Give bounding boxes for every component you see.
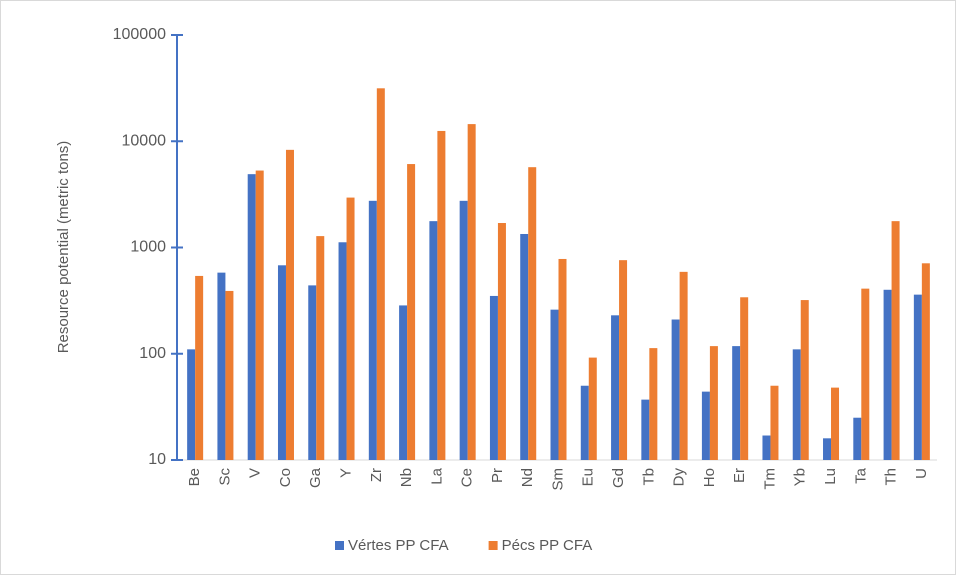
bar <box>831 387 840 460</box>
bar <box>316 236 325 460</box>
bar <box>338 242 347 460</box>
x-tick-label: Ho <box>701 468 718 487</box>
bar <box>195 275 204 460</box>
x-tick-label: Yb <box>792 468 809 486</box>
bar <box>437 130 446 460</box>
y-axis-label: Resource potential (metric tons) <box>55 141 72 354</box>
legend-swatch <box>335 541 344 550</box>
bar <box>913 294 922 460</box>
bar <box>853 417 862 460</box>
x-tick-label: Tm <box>761 468 778 490</box>
bar <box>861 288 870 460</box>
bar <box>883 289 892 460</box>
bar <box>671 319 680 460</box>
x-tick-label: Ce <box>459 468 476 487</box>
bar <box>247 174 256 460</box>
bar <box>255 170 264 460</box>
bar <box>580 385 589 460</box>
bar <box>489 295 498 460</box>
bar <box>376 88 385 460</box>
bar <box>285 149 294 460</box>
legend-swatch <box>488 541 498 550</box>
legend-label: Vértes PP CFA <box>348 537 449 554</box>
bar <box>649 348 658 460</box>
x-tick-label: U <box>913 468 930 479</box>
bar <box>732 346 741 460</box>
bar <box>558 258 567 460</box>
x-tick-label: Sc <box>216 468 233 486</box>
bar <box>770 385 779 460</box>
bar <box>641 399 650 460</box>
bar <box>762 435 771 460</box>
bar <box>368 200 377 460</box>
bar <box>308 285 317 460</box>
bar <box>701 391 710 460</box>
bar <box>225 290 234 460</box>
bar <box>619 260 628 460</box>
x-tick-label: Er <box>731 468 748 483</box>
bar <box>588 357 597 460</box>
bar <box>679 271 688 460</box>
bar <box>823 438 832 460</box>
bar <box>429 221 438 460</box>
bar <box>891 221 900 460</box>
x-tick-label: Gd <box>610 468 627 488</box>
y-tick-label: 100 <box>139 345 166 362</box>
bar <box>611 315 620 460</box>
x-tick-label: V <box>247 468 264 478</box>
x-tick-label: Pr <box>489 468 506 483</box>
y-tick-label: 1000 <box>130 239 166 256</box>
bar <box>520 233 529 460</box>
x-tick-label: La <box>428 467 445 484</box>
x-tick-label: Nb <box>398 468 415 487</box>
y-tick-label: 100000 <box>113 26 166 43</box>
y-tick-label: 10000 <box>122 132 167 149</box>
y-tick-label: 10 <box>148 451 166 468</box>
legend-label: Pécs PP CFA <box>502 537 593 554</box>
bar <box>800 300 809 460</box>
x-tick-label: Zr <box>368 468 385 482</box>
x-tick-label: Y <box>338 468 355 478</box>
x-tick-label: Be <box>186 468 203 486</box>
x-tick-label: Tb <box>640 468 657 486</box>
bar <box>459 200 468 460</box>
bar <box>550 309 559 460</box>
x-tick-label: Dy <box>671 468 688 487</box>
x-tick-label: Ga <box>307 467 324 488</box>
bar <box>528 167 537 460</box>
x-tick-label: Lu <box>822 468 839 485</box>
x-tick-label: Sm <box>549 468 566 491</box>
bar <box>187 349 196 460</box>
x-tick-label: Nd <box>519 468 536 487</box>
bar <box>709 346 718 460</box>
bar <box>467 124 476 461</box>
x-tick-label: Co <box>277 468 294 487</box>
bar <box>792 349 801 460</box>
bar <box>740 297 749 460</box>
bar <box>277 265 286 460</box>
bar <box>399 305 408 460</box>
bar <box>217 272 226 460</box>
bar <box>921 263 930 460</box>
bar <box>497 223 506 460</box>
x-tick-label: Th <box>883 468 900 486</box>
x-tick-label: Ta <box>852 467 869 484</box>
x-tick-label: Eu <box>580 468 597 486</box>
bar <box>346 197 355 460</box>
bar <box>407 164 416 460</box>
